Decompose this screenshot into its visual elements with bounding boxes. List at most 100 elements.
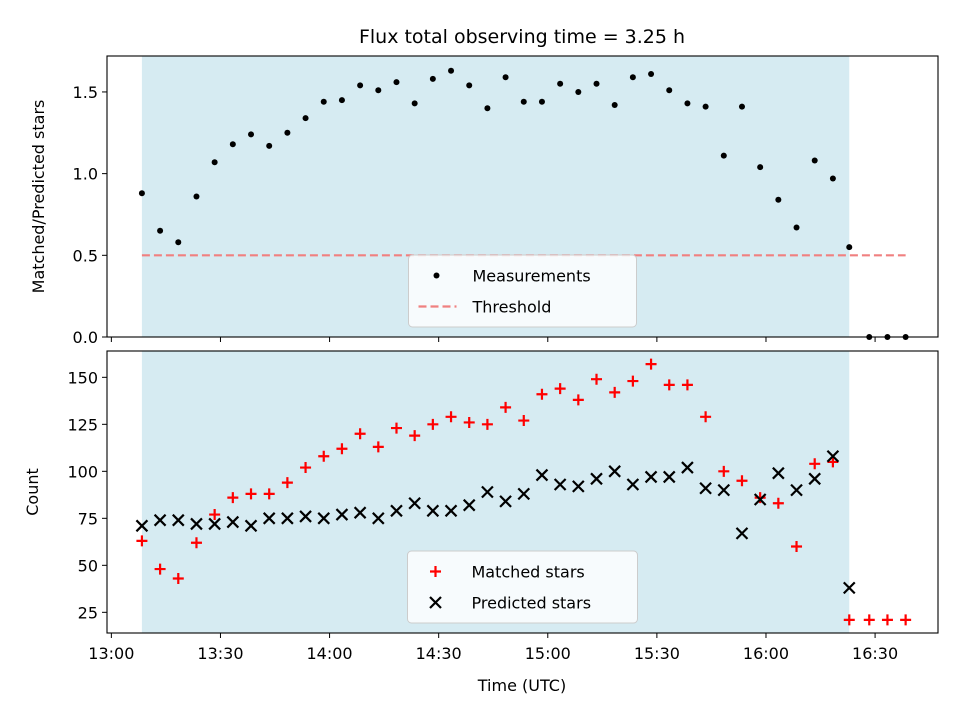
bottom-matched-stars-point: [791, 541, 803, 553]
bottom-predicted-stars-point: [753, 493, 767, 506]
bottom-matched-stars-point: [609, 386, 621, 398]
bottom-matched-stars-point: [245, 488, 257, 500]
bottom-predicted-stars-point: [626, 478, 640, 491]
bottom-matched-stars-point: [318, 450, 330, 462]
bottom-y-tick-label: 50: [78, 556, 98, 575]
top-measurements-point: [720, 152, 727, 159]
top-measurements-point: [411, 100, 418, 107]
bottom-legend: Matched stars Predicted stars: [407, 550, 638, 624]
bottom-y-tick-label: 75: [78, 509, 98, 528]
top-legend-label: Threshold: [472, 298, 552, 317]
top-measurements-point: [557, 80, 564, 87]
top-legend-marker: [433, 272, 440, 279]
bottom-matched-stars-point: [627, 375, 639, 387]
bottom-matched-stars-point: [281, 477, 293, 489]
bottom-legend-label: Predicted stars: [472, 594, 592, 613]
top-measurements-point: [138, 190, 145, 197]
bottom-predicted-stars-point: [408, 497, 421, 510]
bottom-predicted-stars-point: [790, 483, 803, 497]
bottom-predicted-stars-point: [717, 483, 731, 497]
bottom-matched-stars-point: [354, 428, 366, 440]
top-panel-ratio: 0.0 0.5 1.0 1.5 Matched/Predicted stars Measu…: [29, 55, 939, 347]
top-measurements-point: [684, 100, 691, 107]
bottom-matched-stars-point: [481, 418, 493, 430]
bottom-matched-stars-point: [172, 572, 184, 584]
bottom-predicted-stars-point: [462, 498, 476, 512]
top-measurements-point: [175, 239, 182, 246]
bottom-legend-box: [407, 550, 638, 624]
bottom-matched-stars-point: [500, 401, 512, 413]
bottom-matched-stars-point: [809, 458, 821, 470]
x-tick-label: 13:30: [197, 644, 243, 663]
top-measurements-point: [357, 82, 364, 89]
x-tick-label: 14:30: [416, 644, 462, 663]
bottom-predicted-stars-point: [808, 472, 821, 486]
chart-title: Flux total observing time = 3.25 h: [359, 26, 685, 48]
bottom-predicted-stars-point: [226, 515, 240, 529]
x-tick-label: 15:30: [634, 644, 680, 663]
bottom-matched-stars-point: [463, 416, 475, 428]
bottom-predicted-stars-point: [553, 478, 567, 491]
bottom-matched-stars-point: [663, 379, 675, 391]
bottom-predicted-stars-point: [244, 519, 258, 533]
bottom-predicted-stars-point: [608, 465, 621, 478]
top-legend-box: [408, 254, 637, 328]
bottom-matched-stars-point: [645, 358, 657, 370]
bottom-predicted-stars-point: [190, 517, 203, 531]
bottom-matched-stars-point: [263, 488, 275, 500]
bottom-matched-stars-point: [718, 465, 730, 477]
top-measurements-point: [593, 80, 600, 87]
bottom-predicted-stars-point: [281, 512, 294, 525]
bottom-matched-stars-point: [209, 509, 221, 521]
bottom-matched-stars-point: [518, 415, 530, 427]
top-y-tick-label: 1.0: [73, 165, 98, 184]
top-measurements-point: [338, 97, 345, 104]
bottom-matched-stars-point: [772, 497, 784, 509]
bottom-matched-stars-point: [591, 373, 603, 385]
bottom-predicted-stars-point: [299, 510, 312, 523]
top-y-tick-label: 1.5: [73, 83, 98, 102]
bottom-predicted-stars-point: [644, 470, 658, 484]
bottom-y-axis-label: Count: [23, 468, 42, 516]
bottom-predicted-stars-point: [590, 472, 603, 486]
bottom-predicted-stars-point: [499, 495, 512, 508]
bottom-predicted-stars-point: [390, 504, 403, 518]
top-measurements-point: [320, 98, 327, 105]
top-measurements-point: [520, 98, 527, 105]
bottom-matched-stars-point: [136, 535, 148, 547]
bottom-matched-stars-point: [536, 388, 548, 400]
bottom-predicted-stars-point: [535, 468, 549, 482]
bottom-predicted-stars-point: [517, 487, 531, 501]
bottom-predicted-stars-point: [444, 504, 458, 518]
top-y-tick-label: 0.5: [73, 246, 98, 265]
bottom-predicted-stars-point: [681, 461, 694, 474]
bottom-matched-stars-point: [336, 443, 348, 455]
x-tick-label: 15:00: [525, 644, 571, 663]
bottom-matched-stars-point: [190, 537, 202, 549]
top-measurements-point: [538, 98, 545, 105]
bottom-y-tick-label: 125: [67, 415, 98, 434]
top-legend: Measurements Threshold: [408, 254, 637, 328]
bottom-y-tick-label: 25: [78, 603, 98, 622]
bottom-legend-marker: [429, 596, 442, 609]
top-legend-label: Measurements: [473, 267, 591, 286]
bottom-matched-stars-point: [227, 492, 239, 504]
bottom-predicted-stars-point: [372, 512, 385, 525]
bottom-panel-count: 25 50 75 100 125 150 13:00 13:30 14:00 14:30 15:00…: [23, 350, 939, 663]
bottom-matched-stars-point: [300, 462, 312, 474]
bottom-matched-stars-point: [863, 614, 875, 626]
bottom-matched-stars-point: [681, 379, 693, 391]
top-measurements-point: [575, 88, 582, 95]
top-measurements-point: [466, 82, 473, 89]
bottom-matched-stars-point: [554, 383, 566, 395]
bottom-matched-stars-point: [390, 422, 402, 434]
bottom-matched-stars-point: [843, 614, 855, 626]
bottom-matched-stars-point: [700, 411, 712, 423]
bottom-predicted-stars-point: [572, 480, 585, 493]
top-measurements-point: [229, 141, 236, 148]
top-measurements-point: [284, 129, 291, 136]
top-measurements-point: [448, 67, 455, 74]
bottom-legend-marker: [430, 566, 441, 577]
bottom-predicted-stars-point: [262, 512, 276, 525]
top-measurements-point: [811, 157, 818, 164]
